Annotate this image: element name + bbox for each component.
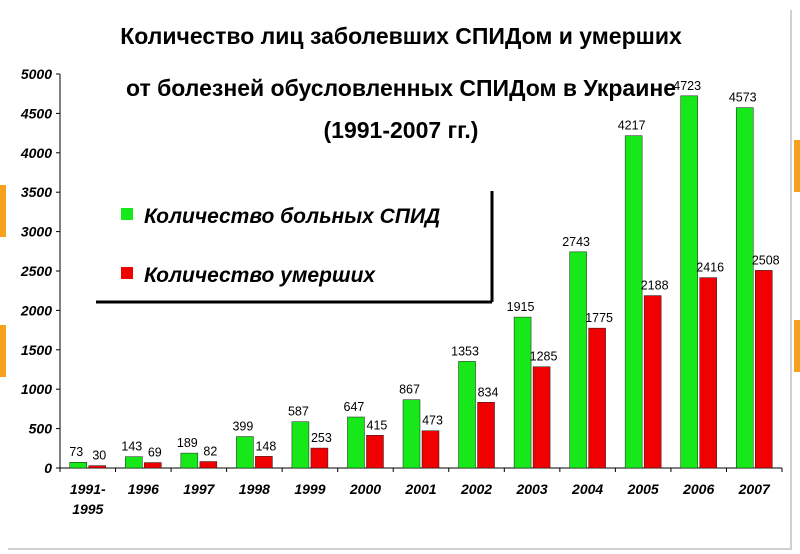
y-tick-label: 2000 — [20, 302, 52, 318]
legend-swatch-sick — [121, 208, 133, 220]
legend-swatch-dead — [121, 267, 133, 279]
x-tick-label: 1997 — [183, 481, 215, 497]
bar-dead — [199, 461, 218, 469]
bar-sick — [569, 251, 587, 469]
x-tick-label: 2005 — [627, 481, 659, 497]
data-label-dead: 415 — [367, 418, 388, 432]
chart-title-line-2: от болезней обусловленных СПИДом в Украи… — [126, 75, 676, 101]
data-label-dead: 2416 — [696, 261, 724, 275]
right-accent-bar-top — [794, 140, 800, 192]
x-tick-label: 1998 — [239, 481, 270, 497]
chart-legend: Количество больных СПИД Количество умерш… — [96, 191, 494, 304]
bar-sick — [291, 421, 310, 469]
y-tick-label: 4500 — [20, 105, 52, 121]
bar-dead — [88, 465, 107, 469]
x-tick-label: 1999 — [294, 481, 325, 497]
data-label-dead: 834 — [478, 385, 499, 399]
bar-sick — [458, 361, 476, 469]
data-label-sick: 143 — [121, 440, 142, 454]
bar-sick — [125, 456, 143, 469]
chart-title-line-1: Количество лиц заболевших СПИДом и умерш… — [120, 23, 682, 49]
data-label-sick: 867 — [399, 383, 420, 397]
data-label-sick: 4723 — [673, 79, 701, 93]
left-accent-bar-bottom — [0, 325, 6, 377]
data-label-sick: 2743 — [562, 235, 590, 249]
right-accent-bar-bottom — [794, 320, 800, 372]
data-label-sick: 4217 — [618, 119, 646, 133]
y-tick-label: 0 — [44, 460, 52, 476]
bar-dead — [699, 277, 717, 469]
y-tick-label: 500 — [29, 421, 53, 437]
x-tick-label: 2000 — [349, 481, 381, 497]
data-label-dead: 82 — [203, 445, 217, 459]
bar-dead — [366, 435, 384, 469]
bar-sick — [180, 452, 199, 469]
legend-label-sick: Количество больных СПИД — [144, 205, 440, 228]
bar-dead — [255, 456, 273, 469]
chart-area: Количество лиц заболевших СПИДом и умерш… — [6, 8, 790, 548]
bar-sick — [236, 436, 254, 469]
data-label-sick: 189 — [177, 436, 198, 450]
data-label-dead: 1775 — [585, 311, 613, 325]
x-tick-label: 1996 — [128, 481, 159, 497]
x-tick-label: 2002 — [460, 481, 492, 497]
bar-sick — [680, 95, 698, 469]
data-label-sick: 73 — [69, 445, 83, 459]
bar-dead — [144, 462, 162, 469]
x-tick-label: 2003 — [515, 481, 547, 497]
data-label-sick: 587 — [288, 405, 309, 419]
data-label-dead: 30 — [92, 449, 106, 463]
bar-sick — [513, 316, 532, 469]
y-tick-label: 5000 — [21, 66, 52, 82]
y-tick-label: 3500 — [21, 184, 52, 200]
bar-sick — [402, 399, 421, 469]
bar-chart: Количество лиц заболевших СПИДом и умерш… — [20, 23, 783, 517]
data-label-sick: 1353 — [451, 344, 479, 358]
bar-dead — [310, 447, 329, 469]
x-tick-label: 1991- — [70, 481, 106, 497]
x-tick-label: 2001 — [404, 481, 436, 497]
data-label-dead: 69 — [148, 446, 162, 460]
bar-dead — [754, 270, 773, 469]
x-tick-label: 1995 — [72, 501, 103, 517]
y-tick-label: 1000 — [21, 381, 52, 397]
bar-sick — [69, 461, 88, 469]
bar-dead — [532, 366, 551, 469]
bar-dead — [643, 295, 662, 469]
data-label-dead: 473 — [422, 414, 443, 428]
chart-title: Количество лиц заболевших СПИДом и умерш… — [120, 23, 682, 143]
x-tick-label: 2006 — [682, 481, 714, 497]
data-label-sick: 647 — [344, 400, 365, 414]
y-tick-label: 2500 — [20, 263, 52, 279]
y-tick-label: 4000 — [20, 145, 52, 161]
bar-dead — [588, 327, 606, 469]
bar-dead — [421, 430, 440, 469]
bar-sick — [735, 107, 754, 469]
bar-sick — [624, 135, 643, 469]
bar-sick — [347, 416, 365, 469]
y-tick-label: 1500 — [21, 342, 52, 358]
data-label-dead: 148 — [255, 439, 276, 453]
data-label-dead: 253 — [311, 431, 332, 445]
data-label-sick: 4573 — [729, 91, 757, 105]
bar-dead — [477, 402, 495, 469]
chart-title-line-3: (1991-2007 гг.) — [324, 117, 479, 143]
data-label-sick: 1915 — [507, 300, 535, 314]
chart-axes: 0 500 1000 1500 2000 2500 3000 3500 4000 4500 5000… — [20, 66, 783, 517]
y-tick-label: 3000 — [21, 224, 52, 240]
data-label-dead: 2508 — [752, 253, 780, 267]
data-label-dead: 1285 — [530, 350, 558, 364]
left-accent-bar-top — [0, 185, 6, 237]
x-tick-label: 2004 — [571, 481, 603, 497]
data-label-dead: 2188 — [641, 279, 669, 293]
data-label-sick: 399 — [232, 420, 253, 434]
legend-label-dead: Количество умерших — [144, 264, 376, 287]
x-tick-label: 2007 — [738, 481, 771, 497]
